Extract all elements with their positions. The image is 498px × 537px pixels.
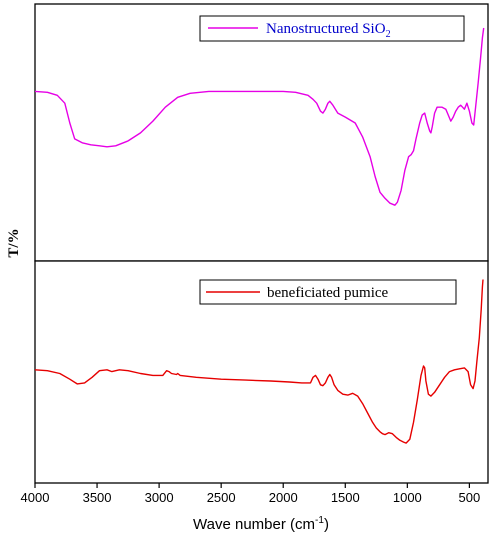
x-axis-ticks: 4000 3500 3000 2500 2000 1500 1000 500 [21,483,481,505]
x-tick-label: 2500 [207,490,236,505]
x-axis-label: Wave number (cm-1) [193,515,329,533]
top-legend: Nanostructured SiO2 [199,15,465,42]
beneficiated-pumice-spectrum-line [34,279,484,444]
nanostructured-sio2-spectrum-line [34,27,485,206]
x-tick-label: 1500 [331,490,360,505]
x-tick-label: 3000 [145,490,174,505]
x-tick-label: 2000 [269,490,298,505]
x-tick-label: 4000 [21,490,50,505]
y-axis-label: T/% [6,228,22,257]
top-panel-frame [34,3,489,262]
x-tick-label: 1000 [393,490,422,505]
top-legend-label: Nanostructured SiO2 [266,21,391,40]
bottom-legend-label: beneficiated pumice [267,285,389,301]
x-tick-label: 500 [459,490,481,505]
x-tick-label: 3500 [83,490,112,505]
bottom-legend: beneficiated pumice [199,279,457,305]
bottom-legend-box [199,279,457,305]
